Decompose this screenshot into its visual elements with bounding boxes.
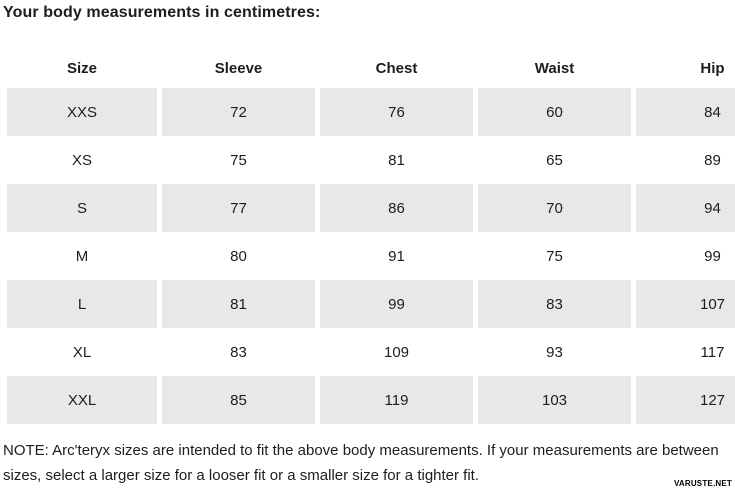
size-cell: XXS xyxy=(7,88,157,136)
chest-cell: 86 xyxy=(320,184,473,232)
table-header-row: Size Sleeve Chest Waist Hip xyxy=(7,48,735,88)
size-cell: XS xyxy=(71,151,92,169)
chest-cell: 76 xyxy=(320,88,473,136)
chest-cell: 91 xyxy=(388,247,405,265)
sleeve-cell: 85 xyxy=(162,376,315,424)
sleeve-cell: 72 xyxy=(162,88,315,136)
chest-cell: 99 xyxy=(320,280,473,328)
column-header-chest: Chest xyxy=(375,59,418,77)
hip-cell: 94 xyxy=(636,184,735,232)
size-table: Size Sleeve Chest Waist Hip XXS 72 76 60… xyxy=(7,48,735,424)
table-row: XXL 85 119 103 127 xyxy=(7,376,735,424)
chest-cell: 109 xyxy=(383,343,410,361)
sleeve-cell: 83 xyxy=(230,343,247,361)
waist-cell: 103 xyxy=(478,376,631,424)
waist-cell: 60 xyxy=(478,88,631,136)
table-row: S 77 86 70 94 xyxy=(7,184,735,232)
fit-note: NOTE: Arc'teryx sizes are intended to fi… xyxy=(3,442,719,484)
page-title: Your body measurements in centimetres: xyxy=(3,4,321,21)
column-header-sleeve: Sleeve xyxy=(214,59,263,77)
size-cell: XL xyxy=(72,343,92,361)
waist-cell: 75 xyxy=(546,247,563,265)
size-cell: S xyxy=(7,184,157,232)
waist-cell: 83 xyxy=(478,280,631,328)
sleeve-cell: 75 xyxy=(230,151,247,169)
chest-cell: 81 xyxy=(388,151,405,169)
size-cell: XXL xyxy=(7,376,157,424)
sleeve-cell: 77 xyxy=(162,184,315,232)
column-header-size: Size xyxy=(66,59,97,77)
table-row: XXS 72 76 60 84 xyxy=(7,88,735,136)
sleeve-cell: 81 xyxy=(162,280,315,328)
table-row: L 81 99 83 107 xyxy=(7,280,735,328)
size-cell: M xyxy=(75,247,89,265)
chest-cell: 119 xyxy=(320,376,473,424)
size-cell: L xyxy=(7,280,157,328)
waist-cell: 65 xyxy=(546,151,563,169)
hip-cell: 107 xyxy=(636,280,735,328)
hip-cell: 99 xyxy=(704,247,721,265)
table-row: XS 75 81 65 89 xyxy=(7,136,735,184)
hip-cell: 127 xyxy=(636,376,735,424)
table-row: XL 83 109 93 117 xyxy=(7,328,735,376)
hip-cell: 117 xyxy=(700,343,725,361)
column-header-hip: Hip xyxy=(700,59,725,77)
sleeve-cell: 80 xyxy=(230,247,247,265)
hip-cell: 84 xyxy=(636,88,735,136)
waist-cell: 70 xyxy=(478,184,631,232)
varuste-net-watermark: VARUSTE.NET xyxy=(673,479,732,488)
hip-cell: 89 xyxy=(704,151,721,169)
waist-cell: 93 xyxy=(546,343,563,361)
column-header-waist: Waist xyxy=(534,59,575,77)
table-row: M 80 91 75 99 xyxy=(7,232,735,280)
size-table-container: Size Sleeve Chest Waist Hip XXS 72 76 60… xyxy=(7,48,735,425)
